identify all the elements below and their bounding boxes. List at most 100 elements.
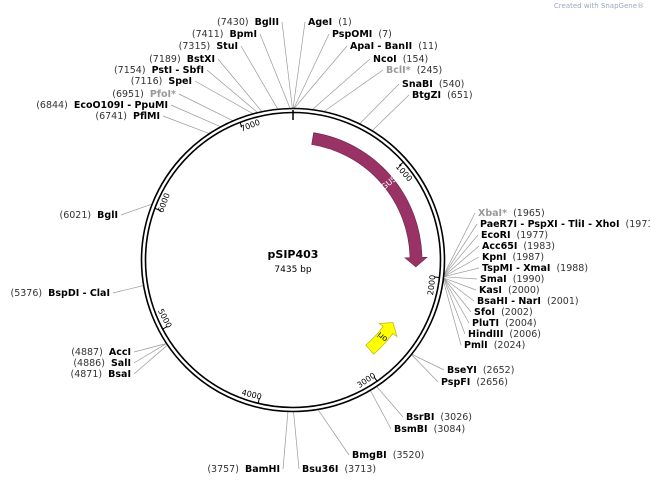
- restriction-site-label[interactable]: (3757) BamHI: [207, 464, 280, 475]
- site-name: SalI: [111, 358, 131, 369]
- restriction-site-label[interactable]: XbaI* (1965): [478, 208, 545, 219]
- restriction-site-label[interactable]: (7154) PstI - SbfI: [114, 65, 204, 76]
- tick-label: 7000: [239, 118, 261, 134]
- restriction-site-label[interactable]: (5376) BspDI - ClaI: [11, 288, 111, 299]
- restriction-site-label[interactable]: HindIII (2006): [468, 329, 541, 340]
- site-leader-line: [178, 93, 233, 121]
- restriction-site-label[interactable]: TspMI - XmaI (1988): [482, 263, 588, 274]
- site-leader-line: [112, 285, 144, 294]
- site-name: KasI: [479, 285, 502, 296]
- site-name: PspOMI: [332, 29, 372, 40]
- site-leader-line: [372, 94, 410, 131]
- site-leader-line: [281, 21, 293, 109]
- restriction-site-label[interactable]: (4887) AccI: [71, 347, 131, 358]
- site-leader-line: [411, 354, 439, 383]
- restriction-site-label[interactable]: PspFI (2656): [441, 377, 508, 388]
- restriction-site-label[interactable]: PluTI (2004): [472, 318, 537, 329]
- site-name: BspDI - ClaI: [48, 288, 110, 299]
- site-position: (651): [447, 90, 473, 101]
- site-position: (1983): [523, 241, 555, 252]
- site-leader-line: [443, 277, 477, 291]
- site-position: (11): [418, 41, 438, 52]
- restriction-site-label[interactable]: Bsu36I (3713): [302, 464, 376, 475]
- site-position: (7430): [217, 17, 249, 28]
- site-position: (6951): [112, 89, 144, 100]
- site-position: (2024): [494, 340, 526, 351]
- restriction-site-label[interactable]: (6844) EcoO109I - PpuMI: [36, 100, 168, 111]
- restriction-site-label[interactable]: (6741) PflMI: [95, 111, 160, 122]
- restriction-site-label[interactable]: SfoI (2002): [474, 307, 533, 318]
- restriction-site-label[interactable]: SnaBI (540): [402, 79, 464, 90]
- site-name: KpnI: [482, 252, 506, 263]
- site-leader-line: [282, 411, 289, 470]
- restriction-site-label[interactable]: BclI* (245): [386, 65, 442, 76]
- restriction-site-label[interactable]: (6951) PfoI*: [112, 89, 176, 100]
- site-position: (2652): [483, 365, 515, 376]
- restriction-site-label[interactable]: BseYI (2652): [447, 365, 514, 376]
- site-leader-line: [240, 45, 278, 109]
- site-position: (1965): [513, 208, 545, 219]
- tick-label: 2000: [426, 274, 437, 295]
- tick-mark: [398, 162, 404, 167]
- restriction-site-label[interactable]: BsmBI (3084): [394, 424, 465, 435]
- site-name: PfoI*: [150, 89, 176, 100]
- restriction-site-label[interactable]: (6021) BglI: [60, 210, 118, 221]
- site-leader-line: [443, 234, 479, 276]
- site-position: (2656): [476, 377, 508, 388]
- restriction-site-label[interactable]: (4886) SalI: [73, 358, 131, 369]
- site-name: BglI: [97, 210, 118, 221]
- site-name: EcoO109I - PpuMI: [74, 100, 168, 111]
- site-leader-line: [444, 223, 478, 275]
- tick-mark: [155, 208, 161, 211]
- tick-mark: [257, 397, 260, 403]
- restriction-site-label[interactable]: (7116) SpeI: [131, 76, 192, 87]
- site-leader-line: [444, 267, 480, 277]
- restriction-site-label[interactable]: ApaI - BanII (11): [350, 41, 438, 52]
- site-name: AccI: [109, 347, 131, 358]
- site-leader-line: [293, 411, 300, 470]
- site-name: ApaI - BanII: [350, 41, 412, 52]
- restriction-site-label[interactable]: (7189) BstXI: [149, 54, 215, 65]
- site-name: BtgZI: [412, 90, 441, 101]
- site-name: Acc65I: [482, 241, 517, 252]
- site-position: (6741): [95, 111, 127, 122]
- feature-gus-arrow[interactable]: [311, 132, 428, 268]
- restriction-site-label[interactable]: BsrBI (3026): [406, 412, 472, 423]
- restriction-site-label[interactable]: NcoI (154): [373, 54, 428, 65]
- restriction-site-label[interactable]: Acc65I (1983): [482, 241, 555, 252]
- tick-mark: [239, 122, 243, 128]
- site-position: (3084): [434, 424, 466, 435]
- snapgene-watermark: Created with SnapGene®: [553, 2, 644, 10]
- site-leader-line: [312, 58, 371, 110]
- site-name: Bsu36I: [302, 464, 338, 475]
- restriction-site-label[interactable]: BmgBI (3520): [352, 450, 424, 461]
- restriction-site-label[interactable]: KasI (2000): [479, 285, 540, 296]
- restriction-site-label[interactable]: EcoRI (1977): [481, 230, 548, 241]
- site-name: PspFI: [441, 377, 470, 388]
- backbone-outer: [140, 107, 446, 413]
- site-name: SmaI: [480, 274, 507, 285]
- restriction-site-label[interactable]: (7411) BpmI: [192, 29, 257, 40]
- restriction-site-label[interactable]: (7430) BglII: [217, 17, 279, 28]
- restriction-site-label[interactable]: (7315) StuI: [179, 41, 238, 52]
- site-leader-line: [292, 21, 306, 109]
- restriction-site-label[interactable]: PmlI (2024): [464, 340, 525, 351]
- site-position: (2002): [501, 307, 533, 318]
- site-name: StuI: [216, 41, 238, 52]
- restriction-site-label[interactable]: PspOMI (7): [332, 29, 392, 40]
- restriction-site-label[interactable]: BsaHI - NarI (2001): [477, 296, 579, 307]
- site-position: (154): [403, 54, 429, 65]
- site-leader-line: [444, 276, 478, 280]
- restriction-site-label[interactable]: SmaI (1990): [480, 274, 544, 285]
- restriction-site-label[interactable]: AgeI (1): [308, 17, 352, 28]
- site-name: BamHI: [245, 464, 280, 475]
- restriction-site-label[interactable]: BtgZI (651): [412, 90, 473, 101]
- tick-mark: [373, 376, 378, 382]
- site-position: (1): [338, 17, 351, 28]
- restriction-site-label[interactable]: KpnI (1987): [482, 252, 544, 263]
- restriction-site-label[interactable]: PaeR7I - PspXI - TliI - XhoI (1971): [480, 219, 650, 230]
- restriction-site-label[interactable]: (4871) BsaI: [71, 369, 131, 380]
- site-position: (2004): [505, 318, 537, 329]
- site-leader-line: [443, 278, 472, 313]
- feature-ori-arrow[interactable]: [365, 322, 398, 355]
